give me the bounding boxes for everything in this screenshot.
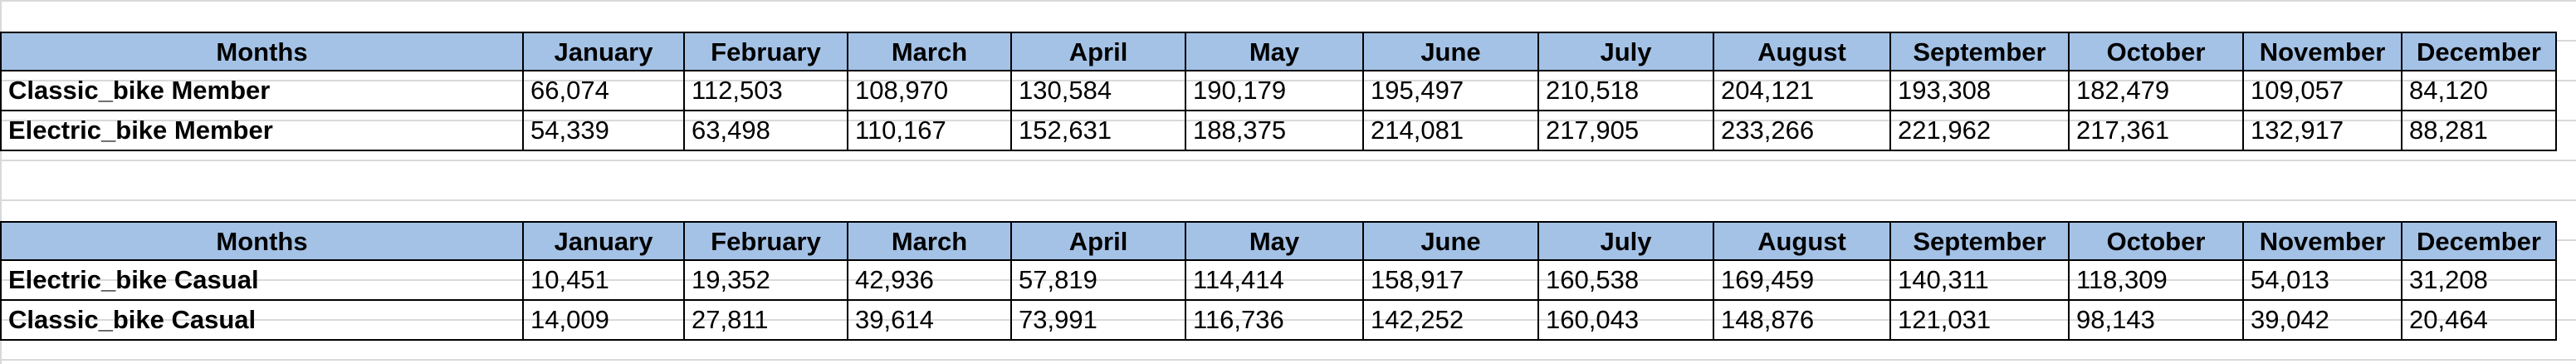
value-cell[interactable]: 182,479	[2070, 71, 2244, 111]
value-cell[interactable]: 39,042	[2244, 301, 2402, 341]
value-cell[interactable]: 152,631	[1012, 111, 1186, 151]
header-cell[interactable]: December	[2402, 221, 2557, 261]
value-cell[interactable]: 19,352	[685, 261, 848, 301]
value-cell[interactable]: 158,917	[1364, 261, 1539, 301]
value-cell[interactable]: 54,013	[2244, 261, 2402, 301]
header-cell[interactable]: February	[685, 32, 848, 71]
header-cell[interactable]: May	[1186, 221, 1364, 261]
value-cell[interactable]: 57,819	[1012, 261, 1186, 301]
value-cell[interactable]: 132,917	[2244, 111, 2402, 151]
header-cell[interactable]: July	[1539, 221, 1714, 261]
table1-row: Classic_bike Member 66,074 112,503 108,9…	[0, 71, 2565, 111]
header-cell[interactable]: Months	[0, 221, 524, 261]
header-cell[interactable]: January	[524, 32, 685, 71]
value-cell[interactable]: 221,962	[1891, 111, 2070, 151]
value-cell[interactable]: 214,081	[1364, 111, 1539, 151]
table2-row: Electric_bike Casual 10,451 19,352 42,93…	[0, 261, 2565, 301]
header-cell[interactable]: January	[524, 221, 685, 261]
row-label-cell[interactable]: Electric_bike Member	[0, 111, 524, 151]
value-cell[interactable]: 98,143	[2070, 301, 2244, 341]
header-cell[interactable]: March	[848, 221, 1012, 261]
value-cell[interactable]: 121,031	[1891, 301, 2070, 341]
value-cell[interactable]: 109,057	[2244, 71, 2402, 111]
header-cell[interactable]: September	[1891, 221, 2070, 261]
value-cell[interactable]: 210,518	[1539, 71, 1714, 111]
value-cell[interactable]: 14,009	[524, 301, 685, 341]
header-cell[interactable]: June	[1364, 32, 1539, 71]
row-label-cell[interactable]: Classic_bike Member	[0, 71, 524, 111]
value-cell[interactable]: 66,074	[524, 71, 685, 111]
row-label-cell[interactable]: Classic_bike Casual	[0, 301, 524, 341]
table2-row: Classic_bike Casual 14,009 27,811 39,614…	[0, 301, 2565, 341]
header-cell[interactable]: May	[1186, 32, 1364, 71]
value-cell[interactable]: 160,538	[1539, 261, 1714, 301]
table1-row: Electric_bike Member 54,339 63,498 110,1…	[0, 111, 2565, 151]
header-cell[interactable]: August	[1714, 221, 1891, 261]
header-cell[interactable]: April	[1012, 32, 1186, 71]
value-cell[interactable]: 142,252	[1364, 301, 1539, 341]
value-cell[interactable]: 31,208	[2402, 261, 2557, 301]
value-cell[interactable]: 140,311	[1891, 261, 2070, 301]
value-cell[interactable]: 160,043	[1539, 301, 1714, 341]
value-cell[interactable]: 188,375	[1186, 111, 1364, 151]
value-cell[interactable]: 54,339	[524, 111, 685, 151]
value-cell[interactable]: 73,991	[1012, 301, 1186, 341]
header-cell[interactable]: November	[2244, 32, 2402, 71]
value-cell[interactable]: 112,503	[685, 71, 848, 111]
value-cell[interactable]: 118,309	[2070, 261, 2244, 301]
value-cell[interactable]: 84,120	[2402, 71, 2557, 111]
value-cell[interactable]: 110,167	[848, 111, 1012, 151]
header-cell[interactable]: September	[1891, 32, 2070, 71]
value-cell[interactable]: 233,266	[1714, 111, 1891, 151]
value-cell[interactable]: 10,451	[524, 261, 685, 301]
value-cell[interactable]: 108,970	[848, 71, 1012, 111]
table2-header-row: Months January February March April May …	[0, 221, 2565, 261]
header-cell[interactable]: February	[685, 221, 848, 261]
header-cell[interactable]: October	[2070, 32, 2244, 71]
header-cell[interactable]: April	[1012, 221, 1186, 261]
value-cell[interactable]: 20,464	[2402, 301, 2557, 341]
value-cell[interactable]: 169,459	[1714, 261, 1891, 301]
value-cell[interactable]: 27,811	[685, 301, 848, 341]
header-cell[interactable]: Months	[0, 32, 524, 71]
value-cell[interactable]: 130,584	[1012, 71, 1186, 111]
value-cell[interactable]: 204,121	[1714, 71, 1891, 111]
value-cell[interactable]: 88,281	[2402, 111, 2557, 151]
header-cell[interactable]: June	[1364, 221, 1539, 261]
value-cell[interactable]: 116,736	[1186, 301, 1364, 341]
header-cell[interactable]: December	[2402, 32, 2557, 71]
value-cell[interactable]: 42,936	[848, 261, 1012, 301]
value-cell[interactable]: 217,361	[2070, 111, 2244, 151]
header-cell[interactable]: October	[2070, 221, 2244, 261]
header-cell[interactable]: March	[848, 32, 1012, 71]
value-cell[interactable]: 195,497	[1364, 71, 1539, 111]
header-cell[interactable]: November	[2244, 221, 2402, 261]
header-cell[interactable]: August	[1714, 32, 1891, 71]
value-cell[interactable]: 39,614	[848, 301, 1012, 341]
table1-header-row: Months January February March April May …	[0, 32, 2565, 71]
value-cell[interactable]: 63,498	[685, 111, 848, 151]
value-cell[interactable]: 148,876	[1714, 301, 1891, 341]
value-cell[interactable]: 114,414	[1186, 261, 1364, 301]
value-cell[interactable]: 190,179	[1186, 71, 1364, 111]
header-cell[interactable]: July	[1539, 32, 1714, 71]
value-cell[interactable]: 217,905	[1539, 111, 1714, 151]
value-cell[interactable]: 193,308	[1891, 71, 2070, 111]
row-label-cell[interactable]: Electric_bike Casual	[0, 261, 524, 301]
